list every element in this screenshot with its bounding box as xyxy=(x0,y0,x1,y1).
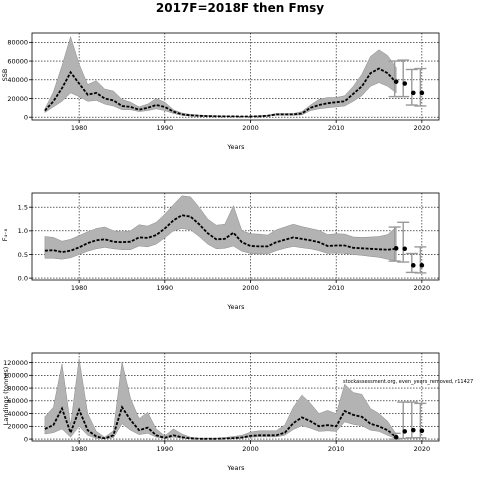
landings-ytick-label: 0 xyxy=(24,435,28,443)
fbar-panel: 1980 1990 2000 2010 2020 0.0 0.5 1.0 1.5 xyxy=(18,192,440,292)
ssb-xtick-label: 1990 xyxy=(157,124,174,132)
fbar-ytick-label: 1.5 xyxy=(18,203,28,211)
fbar-xtick-label: 1990 xyxy=(157,284,174,292)
landings-annotation: stockassessment.org, even_years_removed,… xyxy=(343,379,473,385)
landings-projection-point xyxy=(393,434,399,440)
fbar-median-line xyxy=(44,214,397,254)
ssb-xtick-label: 2000 xyxy=(242,124,259,132)
ssb-projection-point xyxy=(402,81,408,86)
fbar-xtick-label: 2020 xyxy=(414,284,431,292)
ssb-ytick-label: 40000 xyxy=(7,76,28,84)
landings-projection-point xyxy=(410,427,416,433)
ssb-ytick-label: 20000 xyxy=(7,95,28,103)
fbar-confidence-band xyxy=(44,195,397,262)
ssb-projection-point xyxy=(410,90,416,96)
landings-xtick-label: 1980 xyxy=(71,445,88,453)
ssb-ytick-label: 0 xyxy=(24,113,28,121)
ssb-ylabel: SSB xyxy=(1,69,9,82)
fbar-ytick-label: 1.0 xyxy=(18,227,28,235)
fbar-ytick-label: 0.5 xyxy=(18,251,28,259)
ssb-projection-point xyxy=(419,90,425,96)
ssb-axes-frame xyxy=(31,32,440,121)
fbar-xtick-label: 1980 xyxy=(71,284,88,292)
landings-ytick-label: 80000 xyxy=(7,384,28,392)
fbar-xtick-label: 2010 xyxy=(328,284,345,292)
fbar-xlabel: Years xyxy=(226,303,245,311)
fbar-xtick-label: 2000 xyxy=(242,284,259,292)
ssb-ytick-label: 60000 xyxy=(7,57,28,65)
ssb-xlabel: Years xyxy=(226,143,245,151)
ssb-confidence-band xyxy=(44,35,397,118)
ssb-panel: 1980 1990 2000 2010 2020 0 20000 40000 60000 8000… xyxy=(7,32,440,132)
fbar-projection-point xyxy=(402,246,408,252)
figure-title: 2017F=2018F then Fmsy xyxy=(156,1,324,15)
landings-ytick-label: 60000 xyxy=(7,397,28,405)
landings-ytick-label: 100000 xyxy=(3,372,28,380)
fbar-projection-point xyxy=(393,246,399,251)
fbar-projection-point xyxy=(410,263,416,268)
fbar-projection-point xyxy=(419,263,425,268)
landings-xtick-label: 2000 xyxy=(242,445,259,453)
ssb-ytick-label: 80000 xyxy=(7,39,28,47)
ssb-median-line xyxy=(44,67,397,118)
landings-xlabel: Years xyxy=(226,464,245,472)
fbar-ylabel: F₄₋₈ xyxy=(1,228,9,241)
fbar-ytick-label: 0.0 xyxy=(18,274,28,282)
ssb-projection-point xyxy=(393,79,399,84)
landings-ytick-label: 20000 xyxy=(7,423,28,431)
ssb-xtick-label: 2020 xyxy=(414,124,431,132)
landings-xtick-label: 1990 xyxy=(157,445,174,453)
landings-xtick-label: 2020 xyxy=(414,445,431,453)
landings-median-line xyxy=(44,405,397,440)
landings-confidence-band xyxy=(44,358,397,440)
landings-projection-point xyxy=(419,428,425,434)
landings-ytick-label: 40000 xyxy=(7,410,28,418)
fbar-axes-frame xyxy=(31,192,440,281)
landings-projection-point xyxy=(402,429,408,434)
landings-axes-frame xyxy=(31,352,440,442)
landings-ytick-label: 120000 xyxy=(3,359,28,367)
landings-ylabel: Landings (tonnes) xyxy=(2,367,10,426)
ssb-xtick-label: 1980 xyxy=(71,124,88,132)
ssb-xtick-label: 2010 xyxy=(328,124,345,132)
landings-panel: 1980 1990 2000 2010 2020 0 20000 40000 60000 8000… xyxy=(3,352,440,453)
landings-xtick-label: 2010 xyxy=(328,445,345,453)
